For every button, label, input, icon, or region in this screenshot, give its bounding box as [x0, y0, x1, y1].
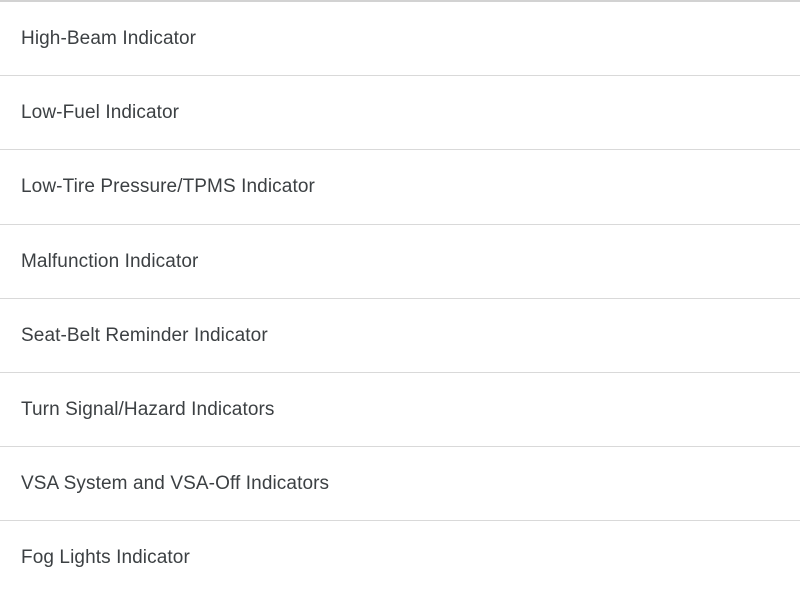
list-item-fog-lights[interactable]: Fog Lights Indicator [0, 521, 800, 593]
list-item-label: Low-Tire Pressure/TPMS Indicator [21, 176, 315, 198]
list-item-low-tire-pressure[interactable]: Low-Tire Pressure/TPMS Indicator [0, 150, 800, 225]
list-item-turn-signal-hazard[interactable]: Turn Signal/Hazard Indicators [0, 372, 800, 448]
list-item-label: Turn Signal/Hazard Indicators [21, 399, 275, 421]
list-item-low-fuel[interactable]: Low-Fuel Indicator [0, 76, 800, 151]
list-item-malfunction[interactable]: Malfunction Indicator [0, 224, 800, 299]
list-item-seat-belt-reminder[interactable]: Seat-Belt Reminder Indicator [0, 298, 800, 373]
list-item-label: VSA System and VSA-Off Indicators [21, 473, 330, 495]
list-item-high-beam[interactable]: High-Beam Indicator [0, 2, 800, 77]
top-divider [0, 0, 800, 2]
list-item-label: Seat-Belt Reminder Indicator [21, 324, 268, 346]
list-item-label: Fog Lights Indicator [21, 547, 190, 569]
list-item-vsa-system[interactable]: VSA System and VSA-Off Indicators [0, 447, 800, 522]
list-item-label: Low-Fuel Indicator [21, 102, 180, 124]
list-item-label: High-Beam Indicator [21, 28, 197, 50]
list-item-label: Malfunction Indicator [21, 250, 199, 272]
